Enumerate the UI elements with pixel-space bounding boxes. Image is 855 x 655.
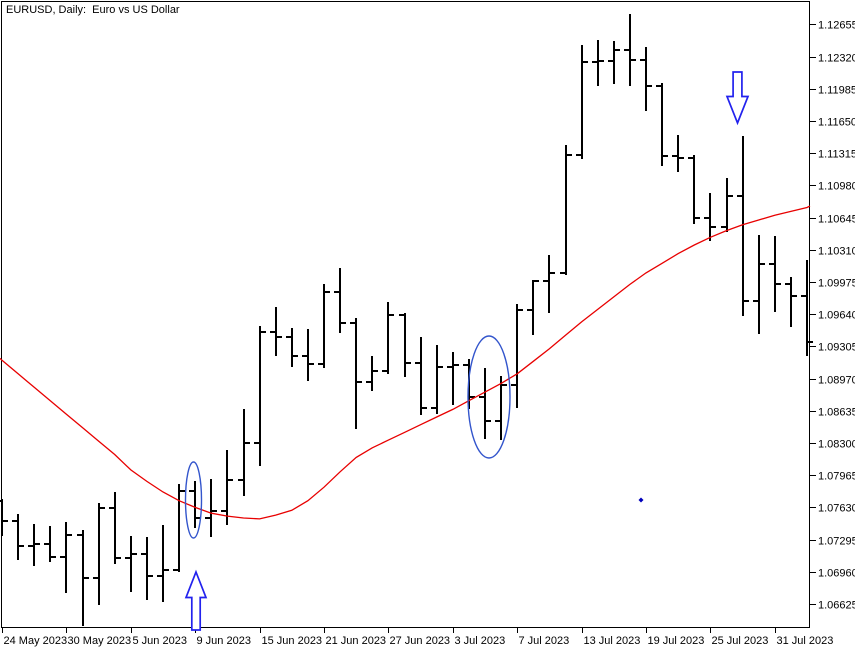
ohlc-bar [28, 524, 40, 566]
date-axis-label: 27 Jun 2023 [390, 635, 451, 647]
price-axis-label: 1.07630 [818, 503, 855, 515]
price-axis-label: 1.09305 [818, 342, 855, 354]
ellipse-annotation [467, 335, 511, 459]
ohlc-bar [141, 537, 153, 600]
ohlc-bar [302, 329, 314, 381]
date-axis-label: 19 Jul 2023 [648, 635, 705, 647]
ohlc-bar [688, 155, 700, 224]
date-axis-label: 15 Jun 2023 [262, 635, 323, 647]
ohlc-bar [592, 40, 604, 86]
ohlc-bar [543, 255, 555, 313]
price-axis-label: 1.06625 [818, 600, 855, 612]
price-axis-label: 1.12655 [818, 20, 855, 32]
price-axis-label: 1.08300 [818, 439, 855, 451]
ohlc-bar [801, 260, 813, 356]
price-axis-label: 1.06960 [818, 568, 855, 580]
date-axis-label: 31 Jul 2023 [777, 635, 834, 647]
ohlc-bar [93, 503, 105, 605]
price-axis-label: 1.10310 [818, 246, 855, 258]
ohlc-bar [769, 236, 781, 312]
ohlc-bar [479, 368, 491, 439]
ohlc-bar [785, 277, 797, 327]
price-axis-label: 1.11650 [818, 117, 855, 129]
ohlc-bar [12, 514, 24, 560]
date-axis-label: 5 Jun 2023 [133, 635, 187, 647]
price-axis-label: 1.07965 [818, 471, 855, 483]
ohlc-bar [77, 530, 89, 626]
plot-frame [1, 1, 810, 628]
ohlc-bar [109, 492, 121, 564]
ohlc-bar [511, 304, 523, 408]
ohlc-bar [704, 193, 716, 241]
ohlc-bar [608, 41, 620, 84]
ohlc-bar [737, 136, 749, 316]
ohlc-bar [334, 268, 346, 333]
date-axis-label: 30 May 2023 [68, 635, 132, 647]
ohlc-bar [560, 145, 572, 275]
ohlc-bar [753, 235, 765, 334]
price-axis-label: 1.09975 [818, 278, 855, 290]
ohlc-bar [157, 525, 169, 602]
date-axis-label: 24 May 2023 [4, 635, 68, 647]
price-axis-label: 1.10980 [818, 181, 855, 193]
up-arrow-annotation [184, 569, 208, 631]
ohlc-bar [270, 307, 282, 356]
price-axis-label: 1.10645 [818, 214, 855, 226]
ohlc-bar [656, 83, 668, 166]
ohlc-bar [350, 318, 362, 429]
ohlc-bar [0, 499, 8, 536]
price-axis-label: 1.08970 [818, 375, 855, 387]
down-arrow-annotation [725, 71, 750, 126]
date-axis-label: 3 Jul 2023 [455, 635, 506, 647]
ohlc-bar [286, 328, 298, 367]
dot-annotation [638, 497, 644, 503]
ohlc-bar [495, 376, 507, 440]
ohlc-bar [640, 47, 652, 111]
chart-title: EURUSD, Daily: Euro vs US Dollar [6, 4, 180, 16]
ohlc-bar [238, 409, 250, 496]
ohlc-bar [366, 356, 378, 391]
ohlc-bar [672, 135, 684, 172]
ohlc-bar [431, 345, 443, 414]
ohlc-bar [173, 484, 185, 572]
price-axis-label: 1.11985 [818, 85, 855, 97]
ohlc-bar [576, 45, 588, 159]
ohlc-bar [399, 313, 411, 377]
price-axis-label: 1.11315 [818, 149, 855, 161]
date-axis-label: 13 Jul 2023 [584, 635, 641, 647]
date-axis-label: 7 Jul 2023 [519, 635, 570, 647]
price-axis-label: 1.08635 [818, 407, 855, 419]
ohlc-bar [624, 14, 636, 86]
ohlc-bar [527, 280, 539, 335]
ellipse-annotation [184, 461, 203, 539]
moving-average-line [0, 205, 811, 520]
ohlc-bar [221, 450, 233, 525]
ohlc-bar [721, 178, 733, 232]
ohlc-bar [205, 479, 217, 537]
price-axis-label: 1.09640 [818, 310, 855, 322]
ohlc-bar [318, 284, 330, 368]
ohlc-bar [447, 352, 459, 405]
ohlc-bar [125, 536, 137, 592]
price-axis-label: 1.07295 [818, 536, 855, 548]
date-axis-label: 9 Jun 2023 [197, 635, 251, 647]
date-axis-label: 25 Jul 2023 [712, 635, 769, 647]
ohlc-bar [44, 526, 56, 562]
ohlc-bar [60, 522, 72, 593]
price-axis-label: 1.12320 [818, 53, 855, 65]
ohlc-bar [382, 302, 394, 374]
ohlc-bar [415, 337, 427, 415]
ohlc-bar [254, 326, 266, 466]
date-axis-label: 21 Jun 2023 [326, 635, 387, 647]
